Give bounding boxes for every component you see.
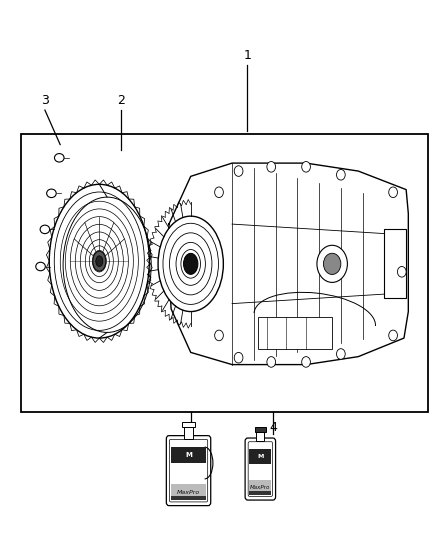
Text: 2: 2 [117,94,125,108]
Circle shape [389,187,397,198]
Ellipse shape [40,225,49,233]
Circle shape [336,169,345,180]
Text: 1: 1 [244,50,251,62]
Text: MaxPro: MaxPro [177,490,200,495]
Bar [183,422,194,427]
FancyBboxPatch shape [385,229,406,298]
Circle shape [302,357,311,367]
Bar [171,447,206,463]
Bar [171,496,206,500]
Bar [250,480,271,495]
Ellipse shape [47,189,56,198]
FancyBboxPatch shape [245,438,276,500]
FancyBboxPatch shape [170,439,208,502]
Bar [256,432,264,441]
Ellipse shape [317,245,347,282]
Circle shape [389,330,397,341]
Text: MaxPro: MaxPro [250,486,271,490]
Circle shape [267,357,276,367]
Bar [184,427,193,439]
Circle shape [234,352,243,363]
Circle shape [302,161,311,172]
Polygon shape [169,163,408,365]
Ellipse shape [96,256,103,266]
Ellipse shape [184,253,198,274]
Circle shape [215,187,223,198]
Text: 3: 3 [41,94,49,108]
Text: M: M [257,454,264,459]
Ellipse shape [54,154,64,162]
Circle shape [267,161,276,172]
Text: 4: 4 [269,421,277,433]
Bar [255,427,265,432]
Circle shape [397,266,406,277]
Ellipse shape [93,251,106,271]
Ellipse shape [158,216,223,312]
Circle shape [336,349,345,359]
Circle shape [234,166,243,176]
Circle shape [215,330,223,341]
FancyBboxPatch shape [258,317,332,349]
Text: 5: 5 [187,421,195,433]
Bar [250,491,271,495]
Bar [250,449,271,464]
Bar [171,484,206,500]
Ellipse shape [323,253,341,274]
FancyBboxPatch shape [248,442,272,496]
Bar [21,134,428,413]
Ellipse shape [36,262,46,271]
FancyBboxPatch shape [166,435,211,506]
Text: M: M [185,452,192,458]
